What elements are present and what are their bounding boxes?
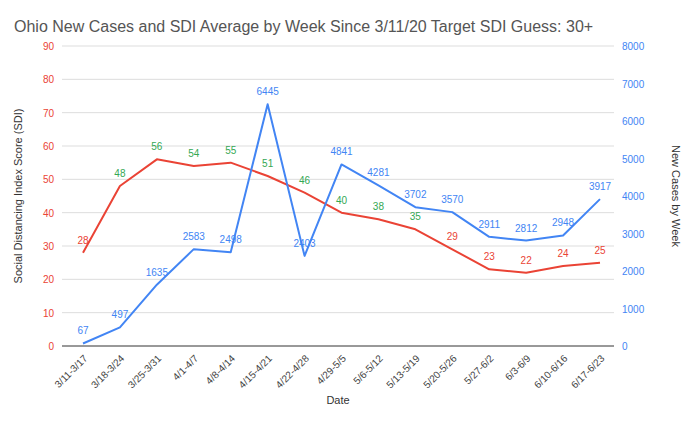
y-tick-label: 70 bbox=[43, 108, 55, 119]
x-tick-label: 4/1-4/7 bbox=[170, 352, 200, 382]
background bbox=[0, 0, 690, 426]
x-tick-label: 4/8-4/14 bbox=[203, 352, 237, 386]
y-tick-label: 20 bbox=[43, 274, 55, 285]
y2-tick bbox=[614, 83, 617, 84]
data-label: 497 bbox=[112, 309, 129, 320]
y2-tick-label: 6000 bbox=[622, 116, 645, 127]
data-label: 48 bbox=[114, 168, 126, 179]
plot-area bbox=[83, 104, 600, 343]
data-label: 3702 bbox=[404, 189, 427, 200]
grid-line bbox=[62, 179, 614, 180]
data-label: 24 bbox=[558, 248, 570, 259]
y-tick-label: 90 bbox=[43, 41, 55, 52]
series-line bbox=[83, 104, 600, 343]
data-label: 4841 bbox=[330, 146, 353, 157]
data-label: 22 bbox=[521, 255, 533, 266]
y2-tick bbox=[614, 308, 617, 309]
x-tick-label: 6/17-6/23 bbox=[569, 352, 607, 390]
data-label: 2583 bbox=[183, 231, 206, 242]
y2-tick-label: 7000 bbox=[622, 79, 645, 90]
y2-tick bbox=[614, 158, 617, 159]
data-label: 23 bbox=[484, 251, 496, 262]
x-tick-label: 5/13-5/19 bbox=[384, 352, 422, 390]
x-tick-label: 5/6-5/12 bbox=[351, 352, 385, 386]
data-label: 40 bbox=[336, 195, 348, 206]
data-label: 56 bbox=[151, 141, 163, 152]
grid-line bbox=[62, 246, 614, 247]
data-label: 4281 bbox=[367, 167, 390, 178]
y2-tick-label: 4000 bbox=[622, 191, 645, 202]
data-label: 55 bbox=[225, 145, 237, 156]
data-label: 29 bbox=[447, 231, 459, 242]
x-axis-title: Date bbox=[326, 394, 349, 406]
y2-tick bbox=[614, 233, 617, 234]
data-label: 1635 bbox=[146, 267, 169, 278]
y-tick-label: 10 bbox=[43, 308, 55, 319]
data-label: 51 bbox=[262, 158, 274, 169]
x-tick-label: 4/29-5/5 bbox=[314, 352, 348, 386]
y2-tick bbox=[614, 46, 617, 47]
chart: Ohio New Cases and SDI Average by Week S… bbox=[0, 0, 690, 426]
series-line bbox=[83, 159, 600, 272]
y2-tick-label: 5000 bbox=[622, 154, 645, 165]
y2-tick bbox=[614, 196, 617, 197]
data-label: 28 bbox=[77, 235, 89, 246]
grid-line bbox=[62, 79, 614, 80]
data-label: 2498 bbox=[220, 234, 243, 245]
y-tick-label: 80 bbox=[43, 74, 55, 85]
y-axis-title: Social Distancing Index Score (SDI) bbox=[12, 109, 24, 284]
y2-tick-label: 8000 bbox=[622, 41, 645, 52]
grid-line bbox=[62, 46, 614, 47]
y2-tick-label: 0 bbox=[622, 341, 628, 352]
data-label: 67 bbox=[77, 325, 89, 336]
data-label: 54 bbox=[188, 148, 200, 159]
x-tick-label: 6/3-6/9 bbox=[503, 352, 533, 382]
y2-tick-label: 2000 bbox=[622, 266, 645, 277]
grid-line bbox=[62, 279, 614, 280]
data-label: 38 bbox=[373, 201, 385, 212]
title: Ohio New Cases and SDI Average by Week S… bbox=[14, 18, 593, 35]
data-label: 25 bbox=[594, 245, 606, 256]
y2-tick-label: 1000 bbox=[622, 304, 645, 315]
grid-line bbox=[62, 112, 614, 113]
data-label: 3917 bbox=[589, 181, 612, 192]
data-label: 46 bbox=[299, 175, 311, 186]
y2-axis-title: New Cases by Week bbox=[670, 145, 682, 247]
y2-tick bbox=[614, 121, 617, 122]
x-tick-label: 3/11-3/17 bbox=[52, 352, 89, 389]
grid-line bbox=[62, 312, 614, 313]
x-tick-label: 4/15-4/21 bbox=[236, 352, 274, 390]
grid-line bbox=[62, 346, 614, 347]
y-tick-label: 60 bbox=[43, 141, 55, 152]
data-label: 6445 bbox=[257, 86, 280, 97]
x-tick-label: 4/22-4/28 bbox=[273, 352, 311, 390]
y2-tick bbox=[614, 271, 617, 272]
x-tick-label: 5/20-5/26 bbox=[421, 352, 459, 390]
data-label: 2812 bbox=[515, 223, 538, 234]
y2-tick bbox=[614, 346, 617, 347]
y-tick-label: 50 bbox=[43, 174, 55, 185]
data-label: 2911 bbox=[478, 219, 500, 230]
data-label: 2948 bbox=[552, 217, 575, 228]
grid-line bbox=[62, 212, 614, 213]
y-tick-label: 0 bbox=[48, 341, 54, 352]
y-tick-label: 30 bbox=[43, 241, 55, 252]
x-tick-label: 3/18-3/24 bbox=[89, 352, 127, 390]
x-tick-label: 3/25-3/31 bbox=[126, 352, 164, 390]
y-tick-label: 40 bbox=[43, 208, 55, 219]
x-tick-label: 5/27-6/2 bbox=[462, 352, 496, 386]
y2-tick-label: 3000 bbox=[622, 229, 645, 240]
data-label: 2403 bbox=[293, 238, 316, 249]
data-label: 35 bbox=[410, 211, 422, 222]
x-tick-label: 6/10-6/16 bbox=[532, 352, 570, 390]
data-label: 3570 bbox=[441, 194, 464, 205]
